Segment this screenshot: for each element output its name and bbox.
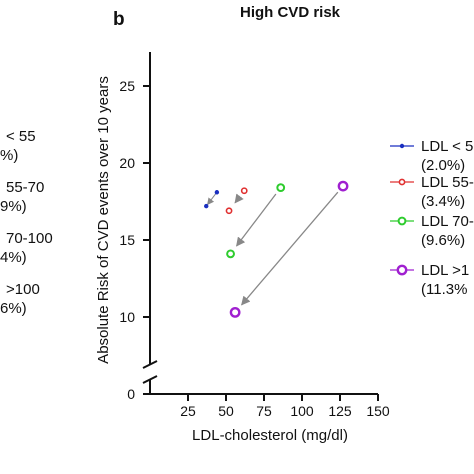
legend-marker-1 [399, 143, 405, 149]
x-tick-label: 25 [180, 403, 196, 419]
legend-label-3: LDL 70- [421, 213, 474, 230]
left-panel-fragments: < 55 %) 55-70 9%) 70-100 4%) >100 6%) [0, 128, 53, 317]
left-fragment-5: 70-100 [6, 230, 53, 247]
y-tick-label: 20 [119, 155, 135, 171]
arrow-3 [236, 193, 277, 247]
x-tick-label: 50 [218, 403, 234, 419]
legend-sublabel-1: (2.0%) [421, 157, 465, 174]
axes [142, 52, 378, 395]
point-before-1 [214, 190, 220, 195]
legend-sublabel-3: (9.6%) [421, 232, 465, 249]
legend-marker-3 [397, 216, 407, 226]
point-before-2 [240, 187, 248, 195]
point-before-4 [337, 180, 349, 192]
left-fragment-4: 9%) [0, 198, 27, 215]
arrow-2 [234, 193, 244, 204]
y-tick-label: 10 [119, 309, 135, 325]
y-tick-label: 25 [119, 78, 135, 94]
arrow-4 [241, 191, 339, 306]
left-fragment-6: 4%) [0, 249, 27, 266]
legend-sublabel-2: (3.4%) [421, 193, 465, 210]
left-fragment-7: >100 [6, 281, 40, 298]
y-tick-label: 0 [127, 386, 135, 402]
y-axis-break-mark-2 [142, 375, 158, 384]
x-tick-label: 75 [256, 403, 272, 419]
legend-sublabel-4: (11.3% [421, 281, 467, 298]
legend-label-2: LDL 55- [421, 174, 474, 191]
left-fragment-8: 6%) [0, 300, 27, 317]
point-after-1 [204, 203, 209, 209]
panel-label: b [113, 9, 125, 30]
left-fragment-2: %) [0, 147, 18, 164]
x-tick-label: 100 [290, 403, 314, 419]
point-after-2 [225, 207, 233, 215]
point-after-4 [229, 306, 241, 318]
data-layer [204, 180, 349, 318]
left-fragment-1: < 55 [6, 128, 36, 145]
arrow-1 [207, 193, 217, 206]
legend-label-1: LDL < 55 [421, 138, 474, 155]
x-tick-label: 125 [328, 403, 352, 419]
left-fragment-3: 55-70 [6, 179, 44, 196]
y-axis-label: Absolute Risk of CVD events over 10 year… [95, 76, 112, 364]
x-axis-label: LDL-cholesterol (mg/dl) [192, 427, 348, 444]
chart-title: High CVD risk [240, 4, 341, 21]
y-tick-label: 15 [119, 232, 135, 248]
x-tick-label: 150 [366, 403, 390, 419]
legend: LDL < 55 (2.0%)LDL 55- (3.4%) LDL 70- (9.6%)… [390, 138, 474, 298]
legend-label-4: LDL >1 [421, 262, 469, 279]
legend-marker-2 [398, 178, 406, 186]
x-ticks: 25 50 75 100 125 150 [180, 394, 390, 419]
y-axis-break-mark-1 [142, 360, 158, 369]
point-before-3 [276, 183, 286, 193]
legend-marker-4 [396, 264, 408, 276]
point-after-3 [226, 249, 235, 259]
y-ticks: 0 10 15 20 25 [119, 78, 150, 402]
